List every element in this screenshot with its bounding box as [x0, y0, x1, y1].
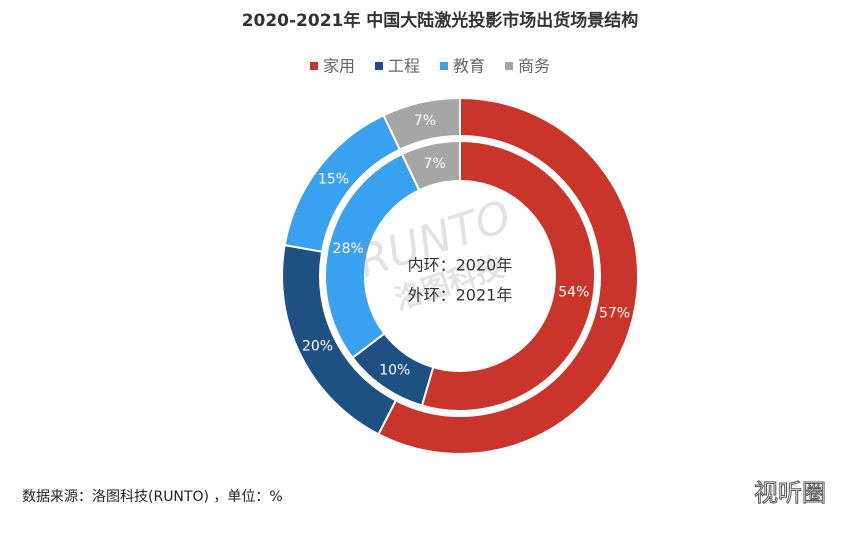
donut-segment — [420, 139, 596, 412]
data-label: 28% — [333, 241, 364, 257]
legend-label: 教育 — [453, 57, 485, 76]
data-label: 15% — [318, 172, 349, 188]
center-label: 内环：2020年 — [408, 256, 513, 275]
donut-segment — [377, 96, 639, 455]
legend-swatch — [310, 62, 318, 70]
source-note: 数据来源：洛图科技(RUNTO) ，单位：% — [22, 489, 283, 505]
chart-title: 2020-2021年 中国大陆激光投影市场出货场景结构 — [242, 10, 639, 31]
legend-swatch — [375, 62, 383, 70]
data-label: 57% — [599, 305, 630, 321]
donut-segment — [400, 139, 461, 192]
data-label: 20% — [302, 339, 333, 355]
data-label: 7% — [414, 113, 436, 129]
data-label: 7% — [424, 156, 446, 172]
donut-segment — [382, 96, 461, 151]
center-label: 外环：2021年 — [408, 286, 513, 305]
legend-label: 工程 — [388, 57, 420, 76]
data-label: 54% — [558, 284, 589, 300]
legend-swatch — [505, 62, 513, 70]
brand: 视听圈 — [754, 479, 826, 507]
legend-label: 商务 — [518, 57, 550, 76]
data-label: 10% — [379, 363, 410, 379]
legend-swatch — [440, 62, 448, 70]
legend-label: 家用 — [323, 57, 355, 76]
